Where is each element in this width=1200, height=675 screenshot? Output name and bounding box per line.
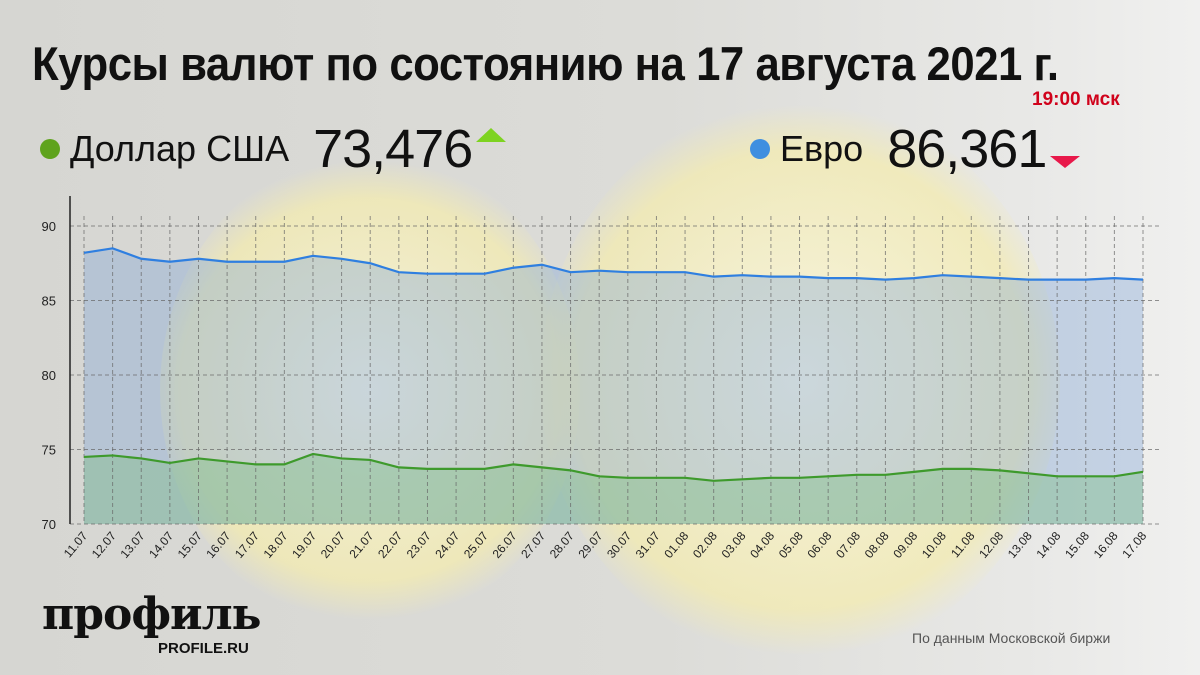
x-tick-label: 15.07 (175, 529, 205, 561)
y-tick-label: 85 (42, 294, 56, 309)
x-tick-label: 04.08 (747, 529, 777, 561)
x-tick-label: 20.07 (318, 529, 348, 561)
x-tick-label: 16.08 (1091, 529, 1121, 561)
legend-value: 73,476 (313, 119, 473, 179)
trend-down-icon (1050, 156, 1081, 168)
x-tick-label: 10.08 (919, 529, 949, 561)
x-tick-label: 27.07 (518, 529, 548, 561)
x-tick-label: 09.08 (890, 529, 920, 561)
x-tick-label: 31.07 (633, 529, 663, 561)
series-line-1 (83, 452, 1144, 482)
legend-value: 86,361 (887, 119, 1047, 179)
x-tick-label: 14.07 (146, 529, 176, 561)
series-area-1 (84, 453, 1143, 524)
x-tick-label: 11.07 (61, 529, 91, 561)
timestamp: 19:00 мск (1032, 89, 1120, 110)
logo-subtitle: PROFILE.RU (158, 640, 249, 657)
x-tick-label: 14.08 (1033, 529, 1063, 561)
x-tick-label: 08.08 (862, 529, 892, 561)
series-line-0 (83, 247, 1144, 281)
x-tick-label: 19.07 (289, 529, 319, 561)
x-tick-label: 17.08 (1119, 529, 1149, 561)
legend-euro: Евро 86,361 (750, 118, 1081, 180)
x-tick-label: 12.07 (89, 529, 119, 561)
x-tick-label: 03.08 (719, 529, 749, 561)
y-tick-label: 70 (42, 517, 56, 532)
x-tick-label: 15.08 (1062, 529, 1092, 561)
x-tick-label: 23.07 (404, 529, 434, 561)
legend-name: Доллар США (70, 128, 290, 169)
x-tick-label: 26.07 (490, 529, 520, 561)
y-tick-label: 75 (42, 443, 56, 458)
x-tick-label: 24.07 (432, 529, 462, 561)
y-tick-label: 80 (42, 368, 56, 383)
x-tick-label: 22.07 (375, 529, 405, 561)
x-tick-label: 11.08 (948, 529, 978, 561)
trend-up-icon (476, 128, 507, 142)
y-tick-label: 90 (42, 219, 56, 234)
x-tick-label: 13.07 (118, 529, 148, 561)
dollar-dot-icon (40, 139, 60, 159)
x-tick-label: 18.07 (261, 529, 291, 561)
x-tick-label: 02.08 (690, 529, 720, 561)
x-tick-label: 28.07 (547, 529, 577, 561)
legend-name: Евро (780, 128, 864, 169)
x-tick-label: 29.07 (575, 529, 605, 561)
x-tick-label: 13.08 (1005, 529, 1035, 561)
x-tick-label: 12.08 (976, 529, 1006, 561)
legend-dollar: Доллар США 73,476 (40, 118, 507, 180)
x-tick-label: 17.07 (232, 529, 262, 561)
x-tick-label: 30.07 (604, 529, 634, 561)
page-title: Курсы валют по состоянию на 17 августа 2… (32, 37, 1059, 90)
x-tick-label: 07.08 (833, 529, 863, 561)
x-tick-label: 16.07 (203, 529, 233, 561)
x-tick-label: 25.07 (461, 529, 491, 561)
x-tick-label: 06.08 (804, 529, 834, 561)
x-tick-label: 05.08 (776, 529, 806, 561)
x-tick-label: 01.08 (661, 529, 691, 561)
series-area-0 (84, 248, 1143, 524)
euro-dot-icon (750, 139, 770, 159)
x-tick-label: 21.07 (346, 529, 376, 561)
source-note: По данным Московской биржи (912, 630, 1111, 646)
logo: профиль (42, 589, 262, 640)
